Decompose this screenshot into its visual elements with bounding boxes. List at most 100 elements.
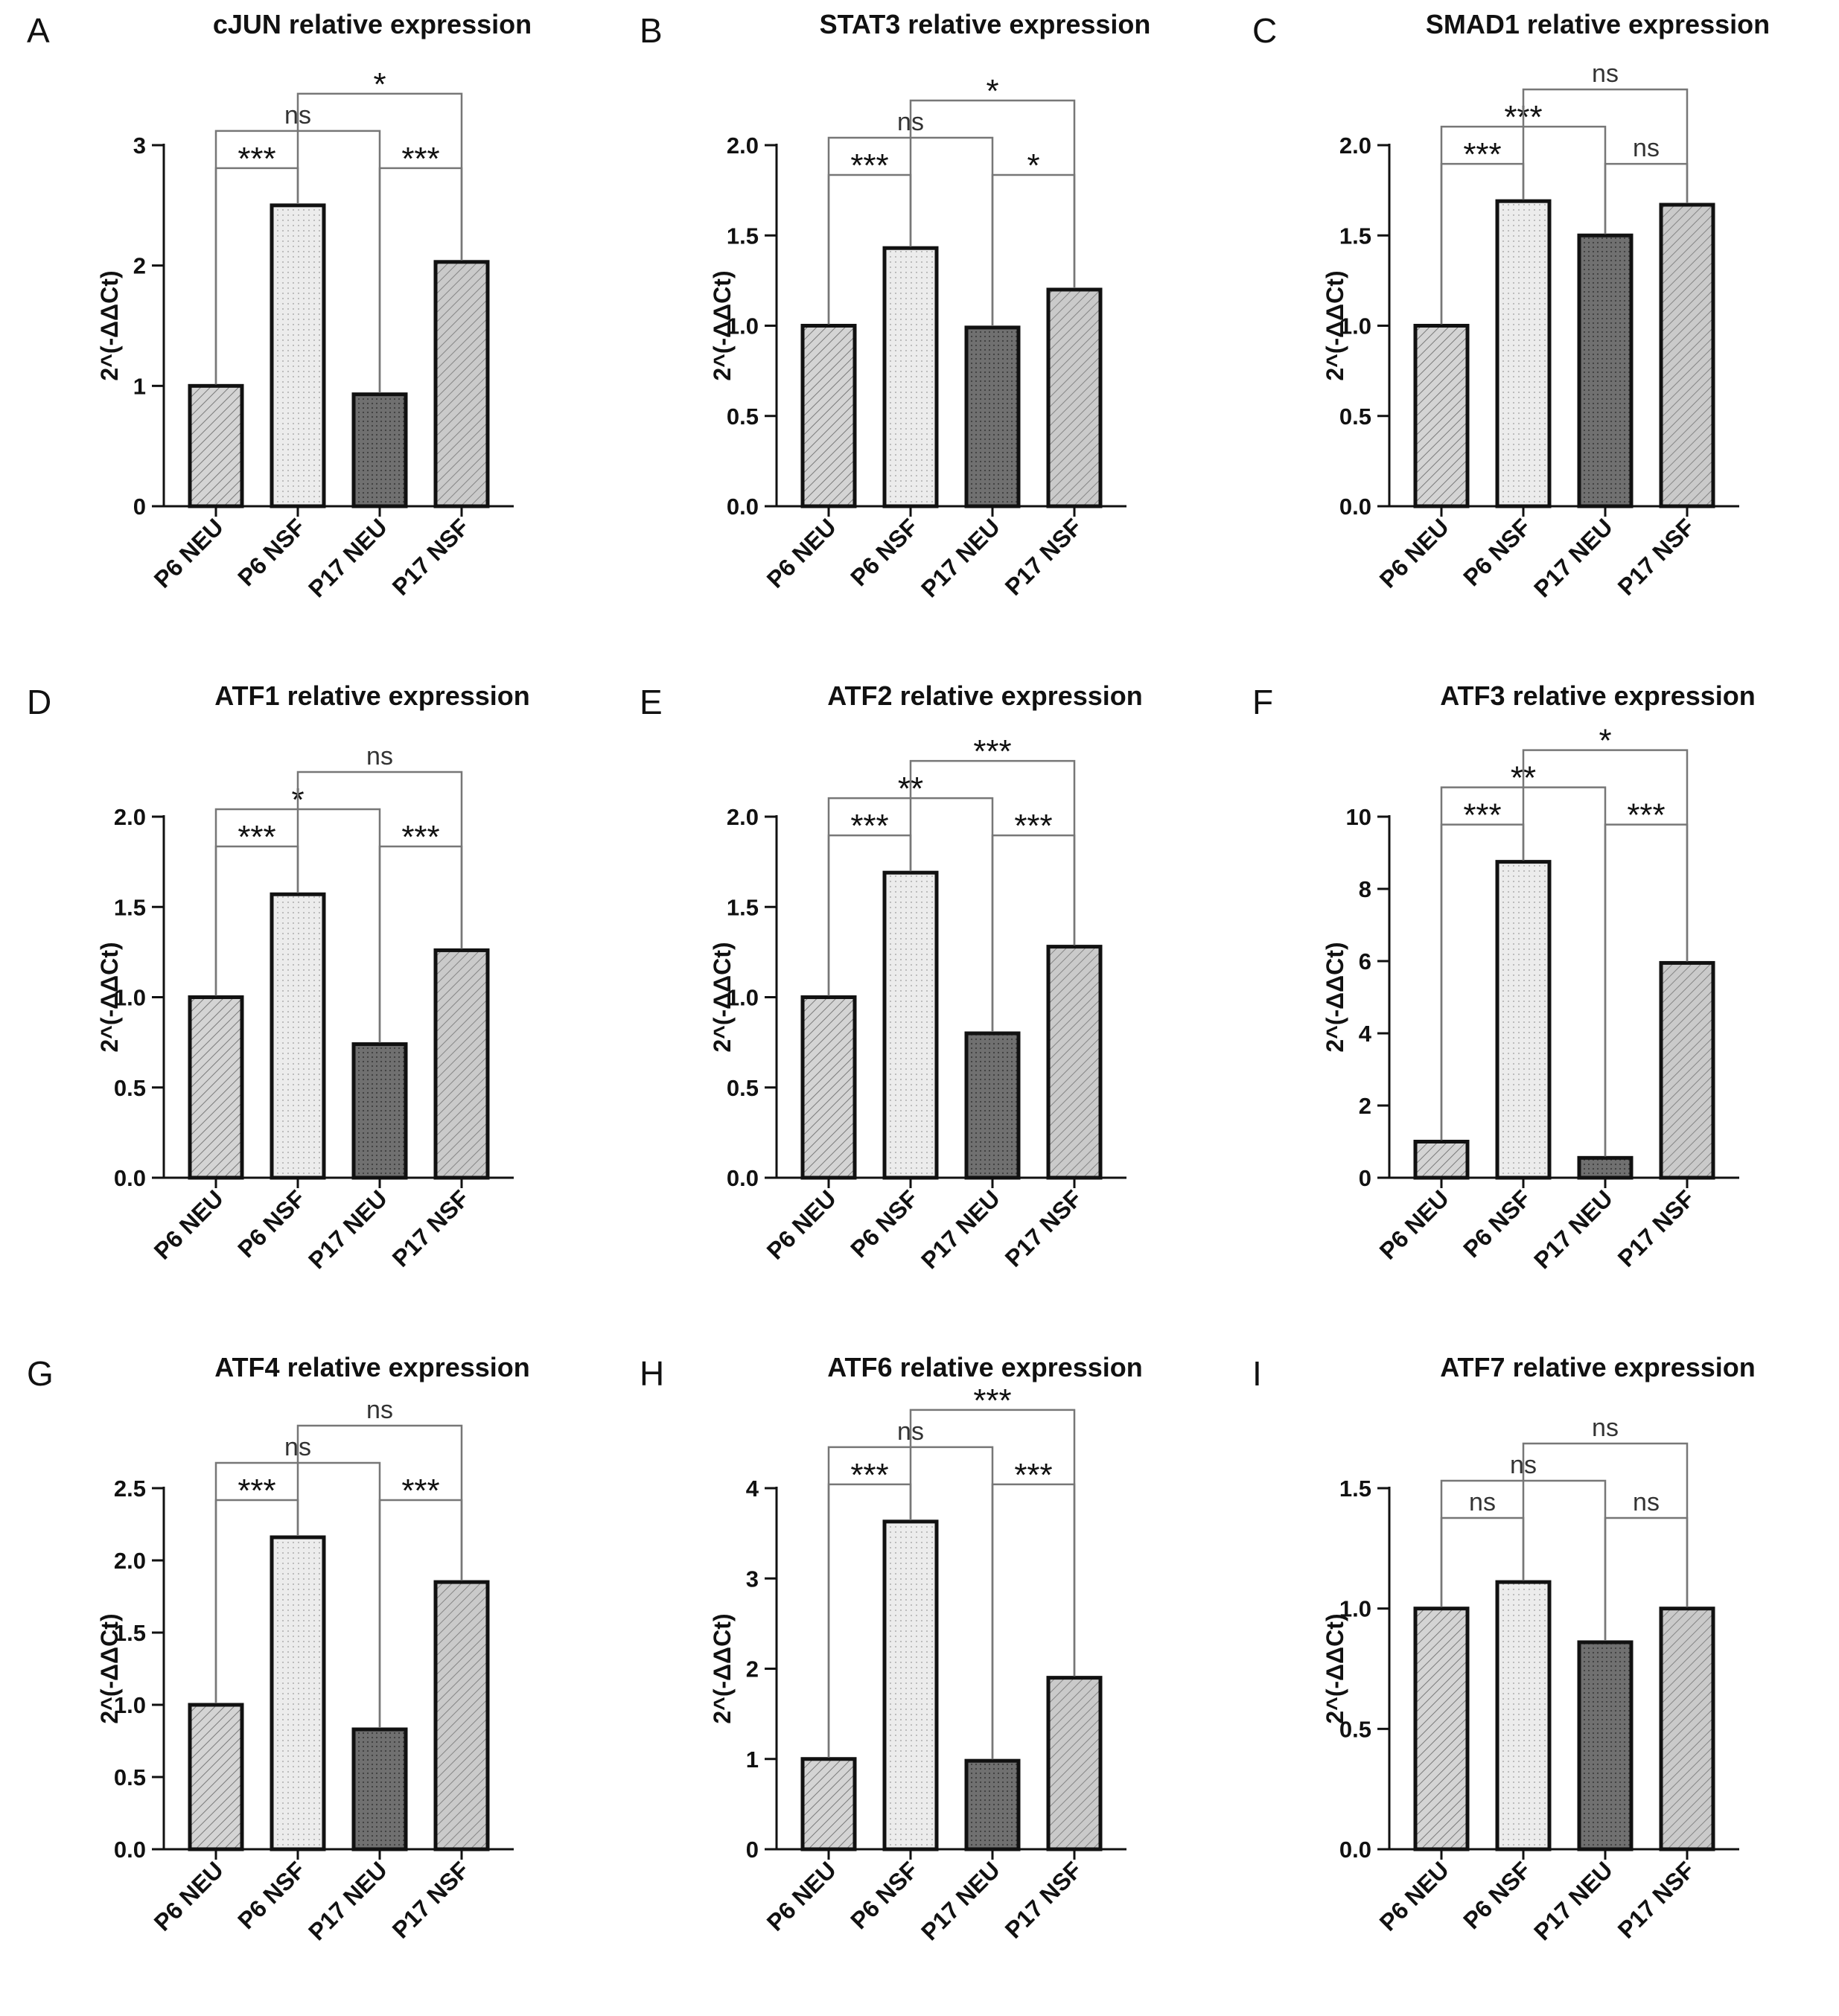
- bar-chart: cJUN relative expression 2^(-ΔΔCt) 0 1 2 3 P6 …: [96, 9, 532, 602]
- y-tick-label: 2: [746, 1656, 759, 1682]
- y-axis-label: 2^(-ΔΔCt): [1322, 270, 1348, 380]
- y-tick-label: 2: [1359, 1093, 1371, 1119]
- x-tick-label: P6 NEU: [1374, 1184, 1454, 1264]
- x-tick-label: P17 NEU: [1529, 513, 1618, 602]
- y-tick-label: 1.0: [727, 313, 759, 339]
- significance-label: ns: [1592, 60, 1619, 88]
- y-tick-label: 0: [1359, 1165, 1371, 1191]
- y-tick-label: 0: [133, 494, 146, 520]
- panel-b: B STAT3 relative expression 2^(-ΔΔCt) 0.0 0…: [613, 0, 1226, 672]
- y-tick-label: 1.5: [114, 894, 146, 920]
- chart-title: ATF7 relative expression: [1440, 1352, 1756, 1382]
- y-tick-label: 3: [133, 133, 146, 159]
- bar: [882, 246, 939, 508]
- x-tick-label: P6 NEU: [1374, 513, 1454, 593]
- x-tick-label: P6 NEU: [762, 1184, 841, 1264]
- panel-g: G ATF4 relative expression 2^(-ΔΔCt) 0.0 0.…: [0, 1343, 613, 2015]
- y-axis-label: 2^(-ΔΔCt): [1322, 942, 1348, 1052]
- panel-letter: H: [640, 1354, 665, 1393]
- panel-h: H ATF6 relative expression 2^(-ΔΔCt) 0 1 2 3 4…: [613, 1343, 1226, 2015]
- y-tick-label: 1.0: [1339, 1596, 1371, 1622]
- significance-label: *: [1599, 723, 1611, 759]
- chart-title: ATF3 relative expression: [1440, 680, 1756, 711]
- bar: [351, 392, 408, 508]
- bar-chart: ATF3 relative expression 2^(-ΔΔCt) 0 2 4 6 8 10…: [1322, 680, 1756, 1274]
- bar: [1046, 287, 1103, 508]
- bar-chart: ATF6 relative expression 2^(-ΔΔCt) 0 1 2 3 4 P6…: [709, 1352, 1143, 1945]
- y-tick-label: 0.5: [114, 1764, 146, 1790]
- panel-letter: B: [640, 11, 663, 50]
- significance-bracket: [909, 99, 1076, 288]
- x-tick-label: P6 NEU: [1374, 1856, 1454, 1936]
- bar: [351, 1042, 408, 1180]
- x-tick-label: P6 NSF: [1458, 513, 1536, 591]
- significance-bracket: [909, 1409, 1076, 1677]
- significance-label: ***: [1014, 808, 1052, 844]
- x-tick-label: P6 NEU: [762, 513, 841, 593]
- x-tick-label: P17 NEU: [1529, 1184, 1618, 1274]
- significance-label: ***: [238, 819, 275, 855]
- chart-title: SMAD1 relative expression: [1426, 9, 1770, 39]
- y-tick-label: 2.0: [727, 133, 759, 159]
- significance-label: *: [373, 66, 386, 103]
- x-tick-label: P17 NSF: [1000, 1184, 1087, 1272]
- bar-chart: STAT3 relative expression 2^(-ΔΔCt) 0.0 0.5…: [709, 9, 1150, 602]
- y-tick-label: 1: [133, 373, 146, 399]
- significance-bracket: [1522, 1442, 1689, 1607]
- y-axis-label: 2^(-ΔΔCt): [1322, 1613, 1348, 1723]
- bar: [1577, 1155, 1634, 1180]
- chart-title: ATF2 relative expression: [827, 680, 1143, 711]
- y-tick-label: 1.5: [1339, 223, 1371, 249]
- bar: [433, 1580, 490, 1851]
- significance-label: ns: [1633, 134, 1660, 162]
- bar: [964, 1031, 1021, 1180]
- y-tick-label: 1.0: [114, 985, 146, 1011]
- panel-a: A cJUN relative expression 2^(-ΔΔCt) 0 1 2 3 P…: [0, 0, 613, 672]
- panel-letter: E: [640, 683, 663, 721]
- bar: [1495, 199, 1552, 508]
- bar: [1659, 202, 1715, 508]
- bar: [1046, 945, 1103, 1180]
- significance-label: ***: [401, 141, 439, 177]
- x-tick-label: P6 NEU: [762, 1856, 841, 1936]
- y-axis-label: 2^(-ΔΔCt): [96, 1613, 123, 1723]
- y-axis-label: 2^(-ΔΔCt): [709, 1613, 736, 1723]
- significance-label: ***: [1463, 797, 1501, 834]
- significance-bracket: [296, 92, 463, 261]
- y-tick-label: 1.0: [114, 1692, 146, 1718]
- y-tick-label: 2.0: [727, 804, 759, 830]
- x-tick-label: P6 NSF: [845, 1856, 923, 1934]
- y-tick-label: 0.0: [1339, 1837, 1371, 1863]
- y-tick-label: 1.5: [727, 894, 759, 920]
- panel-c: C SMAD1 relative expression 2^(-ΔΔCt) 0.0 0…: [1226, 0, 1838, 672]
- significance-label: ***: [401, 1473, 439, 1509]
- bar: [800, 324, 857, 508]
- bar: [1495, 860, 1552, 1180]
- x-tick-label: P6 NEU: [149, 1856, 229, 1936]
- significance-bracket: [1522, 88, 1689, 204]
- bar: [1659, 960, 1715, 1180]
- x-tick-label: P6 NSF: [845, 513, 923, 591]
- bar: [1046, 1676, 1103, 1851]
- x-tick-label: P6 NSF: [1458, 1184, 1536, 1263]
- significance-label: ***: [850, 808, 888, 844]
- x-tick-label: P6 NEU: [149, 1184, 229, 1264]
- y-tick-label: 2.5: [114, 1476, 146, 1502]
- significance-label: ***: [238, 1473, 275, 1509]
- y-tick-label: 4: [1359, 1021, 1372, 1047]
- x-tick-label: P17 NEU: [303, 513, 392, 602]
- bar: [270, 203, 326, 508]
- bar: [1659, 1607, 1715, 1851]
- bar-chart: SMAD1 relative expression 2^(-ΔΔCt) 0.0 0.5…: [1322, 9, 1770, 602]
- significance-bracket: [1522, 749, 1689, 962]
- panel-letter: A: [27, 11, 50, 50]
- y-tick-label: 2.0: [114, 804, 146, 830]
- bar: [270, 1535, 326, 1851]
- x-tick-label: P6 NEU: [149, 513, 229, 593]
- y-tick-label: 0.5: [1339, 1716, 1371, 1742]
- bar-chart: ATF2 relative expression 2^(-ΔΔCt) 0.0 0.5 1…: [709, 680, 1143, 1274]
- panel-i: I ATF7 relative expression 2^(-ΔΔCt) 0.0 0.…: [1226, 1343, 1838, 2015]
- bar-chart: ATF4 relative expression 2^(-ΔΔCt) 0.0 0.5 1…: [96, 1352, 530, 1945]
- panel-letter: C: [1252, 11, 1278, 50]
- significance-label: ns: [366, 1396, 393, 1424]
